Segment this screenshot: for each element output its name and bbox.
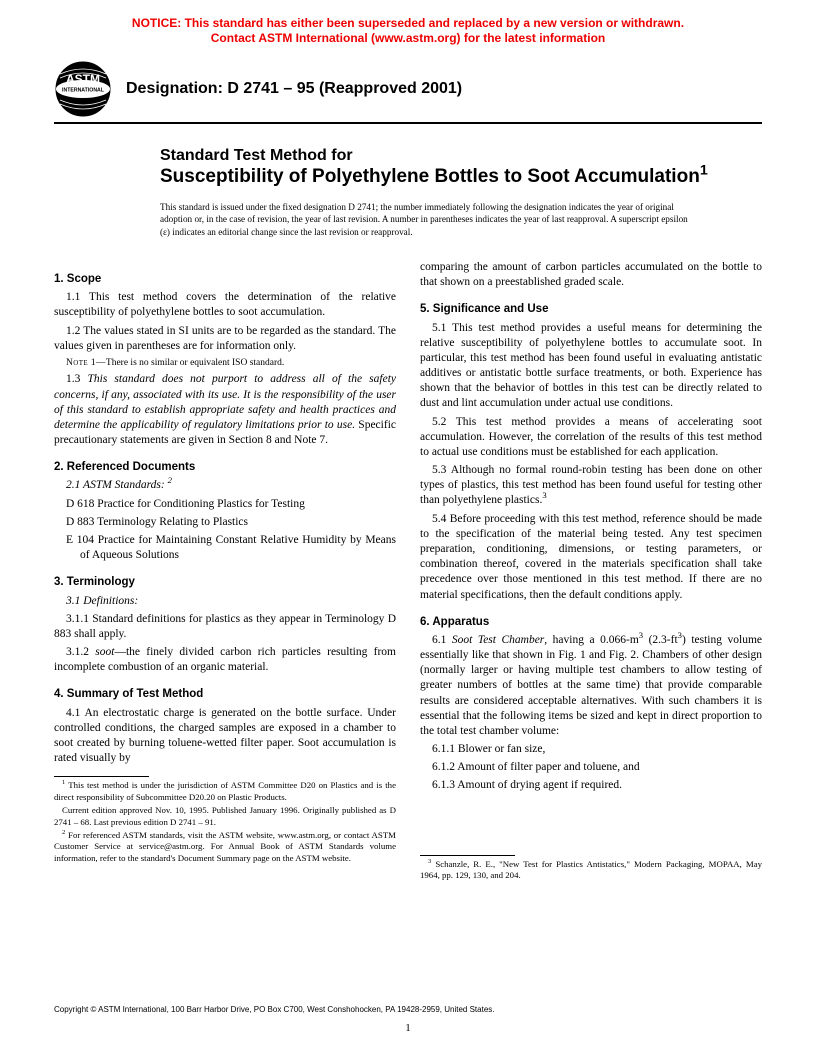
sec6-p1b: , having a 0.066-m [544, 634, 638, 646]
sec1-head: 1. Scope [54, 272, 396, 287]
sec4-p1: 4.1 An electrostatic charge is generated… [54, 706, 396, 767]
title-sup: 1 [700, 163, 708, 179]
issuance-note: This standard is issued under the fixed … [160, 201, 700, 238]
sec5-p1: 5.1 This test method provides a useful m… [420, 321, 762, 412]
footnote-rule-left [54, 776, 149, 777]
fn3: 3 Schanzle, R. E., "New Test for Plastic… [420, 859, 762, 882]
sec3-p1: 3.1.1 Standard definitions for plastics … [54, 612, 396, 642]
notice-banner: NOTICE: This standard has either been su… [0, 0, 816, 46]
sec4-p1-cont: comparing the amount of carbon particles… [420, 260, 762, 290]
title-block: Standard Test Method for Susceptibility … [160, 146, 762, 189]
sec3-sub: 3.1 Definitions: [54, 594, 396, 609]
sec5-p3: 5.3 Although no formal round-robin testi… [420, 463, 762, 509]
sec2-sub: 2.1 ASTM Standards: 2 [54, 478, 396, 493]
sec1-p1: 1.1 This test method covers the determin… [54, 290, 396, 320]
ref-d883: D 883 Terminology Relating to Plastics [54, 515, 396, 530]
sec3-p2-num: 3.1.2 [66, 646, 95, 658]
title-line2: Susceptibility of Polyethylene Bottles t… [160, 166, 762, 189]
sec3-head: 3. Terminology [54, 575, 396, 590]
page-number: 1 [0, 1022, 816, 1034]
sec6-p1-num: 6.1 [432, 634, 452, 646]
sec2-head: 2. Referenced Documents [54, 460, 396, 475]
footnote-rule-right [420, 855, 515, 856]
body-columns: 1. Scope 1.1 This test method covers the… [54, 260, 762, 883]
sec1-p2: 1.2 The values stated in SI units are to… [54, 324, 396, 354]
sec6-term: Soot Test Chamber [452, 634, 544, 646]
header-rule [54, 122, 762, 124]
footnotes-right: 3 Schanzle, R. E., "New Test for Plastic… [420, 859, 762, 882]
fn1: 1 This test method is under the jurisdic… [54, 780, 396, 803]
logo-text-bottom: INTERNATIONAL [62, 88, 105, 94]
fn2-text: For referenced ASTM standards, visit the… [54, 830, 396, 863]
sec6-head: 6. Apparatus [420, 615, 762, 630]
fn1-text: This test method is under the jurisdicti… [54, 780, 396, 801]
ref-d618: D 618 Practice for Conditioning Plastics… [54, 497, 396, 512]
sec1-note1: Note 1—There is no similar or equivalent… [54, 357, 396, 370]
sec3-term: soot [95, 646, 114, 658]
sec5-p2: 5.2 This test method provides a means of… [420, 415, 762, 461]
sec6-i3: 6.1.3 Amount of drying agent if required… [420, 778, 762, 793]
sec6-p1: 6.1 Soot Test Chamber, having a 0.066-m3… [420, 633, 762, 739]
ref-e104: E 104 Practice for Maintaining Constant … [54, 533, 396, 563]
notice-line2: Contact ASTM International (www.astm.org… [211, 31, 605, 45]
sec5-head: 5. Significance and Use [420, 302, 762, 317]
note1-label: Note 1— [66, 358, 106, 368]
sec4-head: 4. Summary of Test Method [54, 687, 396, 702]
sec2-sub-text: 2.1 ASTM Standards: [66, 479, 165, 491]
sec6-i1: 6.1.1 Blower or fan size, [420, 742, 762, 757]
sec6-i2: 6.1.2 Amount of filter paper and toluene… [420, 760, 762, 775]
fn2: 2 For referenced ASTM standards, visit t… [54, 830, 396, 864]
copyright: Copyright © ASTM International, 100 Barr… [54, 1005, 762, 1014]
designation: Designation: D 2741 – 95 (Reapproved 200… [126, 80, 462, 98]
note1-text: There is no similar or equivalent ISO st… [106, 358, 284, 368]
sec1-p3: 1.3 This standard does not purport to ad… [54, 372, 396, 448]
title-line1: Standard Test Method for [160, 146, 762, 166]
left-column: 1. Scope 1.1 This test method covers the… [54, 260, 396, 883]
doc-header: ASTM INTERNATIONAL Designation: D 2741 –… [54, 60, 762, 118]
astm-logo: ASTM INTERNATIONAL [54, 60, 112, 118]
sec2-sup: 2 [168, 476, 172, 486]
notice-line1: NOTICE: This standard has either been su… [132, 16, 684, 30]
sec5-p3-sup: 3 [542, 491, 546, 501]
sec1-p3-ital: This standard does not purport to addres… [54, 373, 396, 431]
sec5-p3-text: 5.3 Although no formal round-robin testi… [420, 464, 762, 506]
footnotes-left: 1 This test method is under the jurisdic… [54, 780, 396, 864]
fn3-text: Schanzle, R. E., "New Test for Plastics … [420, 859, 762, 880]
sec5-p4: 5.4 Before proceeding with this test met… [420, 512, 762, 603]
sec3-p2: 3.1.2 soot—the finely divided carbon ric… [54, 645, 396, 675]
sec1-p3-num: 1.3 [66, 373, 87, 385]
sec6-p1d: ) testing volume essentially like that s… [420, 634, 762, 737]
sec6-p1c: (2.3-ft [643, 634, 678, 646]
right-column: comparing the amount of carbon particles… [420, 260, 762, 883]
title-main: Susceptibility of Polyethylene Bottles t… [160, 166, 700, 187]
fn1b: Current edition approved Nov. 10, 1995. … [54, 805, 396, 828]
